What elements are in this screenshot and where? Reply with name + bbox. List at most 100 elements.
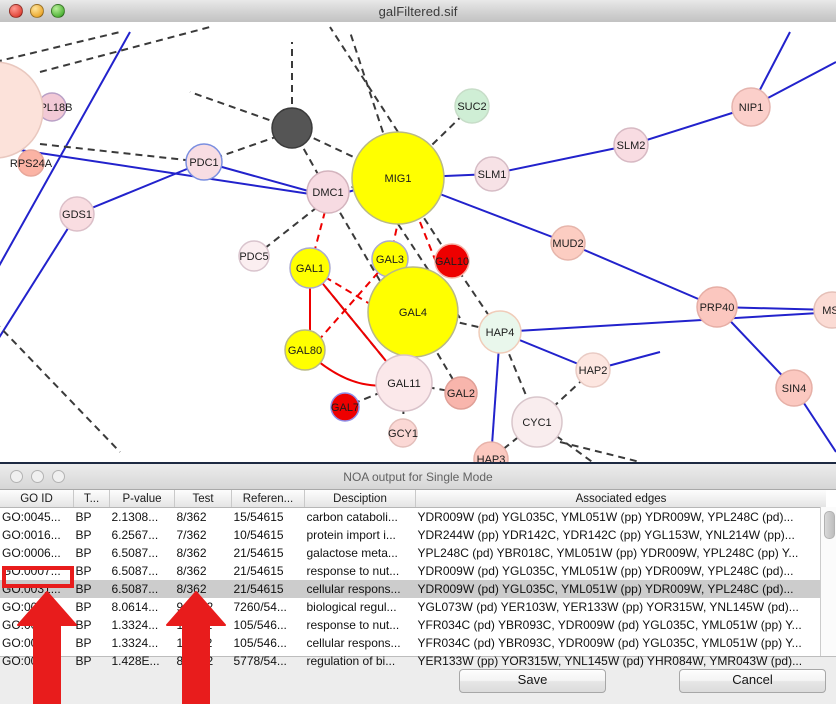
cell-test[interactable]: 94/362 [176,600,214,614]
cell-p-value[interactable]: 2.1308... [111,510,159,524]
node-circle[interactable] [696,286,738,328]
cell-description[interactable]: galactose meta... [306,546,398,560]
network-node-hap4[interactable]: HAP4 [478,310,522,354]
cell-description[interactable]: response to nut... [306,564,400,578]
cell-go-id[interactable]: GO:0007... [2,564,61,578]
node-circle[interactable] [434,243,470,279]
cell-go-id[interactable]: GO:0031... [0,580,74,598]
cell-go-id[interactable]: GO:0031... [2,618,61,632]
save-button[interactable]: Save [459,669,606,693]
cell-description[interactable]: carbon cataboli... [306,510,398,524]
cell-description[interactable]: regulation of bi... [306,654,396,668]
cell-description[interactable]: protein import i... [306,528,396,542]
cell-reference[interactable]: 21/54615 [231,580,305,598]
table-scrollbar-thumb[interactable] [824,511,835,539]
network-node-gcy1[interactable]: GCY1 [388,418,418,448]
cell-associated-edges[interactable]: YFR034C (pd) YBR093C, YDR009W (pd) YGL03… [417,618,802,632]
node-circle[interactable] [17,149,45,177]
cell-type[interactable]: BP [75,528,92,542]
table-row[interactable]: GO:0065... BP 8.0614... 94/362 7260/54... bio… [0,598,826,616]
results-table[interactable]: GO ID T... P-value Test Referen... Desci… [0,490,826,670]
table-row[interactable]: GO:0031... BP 1.3324... 11/362 105/546... res… [0,616,826,634]
cell-type[interactable]: BP [75,546,92,560]
cell-test[interactable]: 80/362 [176,654,214,668]
cell-type[interactable]: BP [75,510,92,524]
node-circle[interactable] [388,418,418,448]
cell-go-id[interactable]: GO:0065... [2,600,61,614]
cell-reference[interactable]: 105/546... [233,618,287,632]
network-node-prp40[interactable]: PRP40 [696,286,738,328]
table-row[interactable]: GO:0031... BP 1.3324... 11/362 105/546... cel… [0,634,826,652]
node-circle[interactable] [478,310,522,354]
cell-test[interactable]: 8/362 [176,510,207,524]
node-circle[interactable] [813,291,836,329]
cell-go-id[interactable]: GO:0006... [2,546,61,560]
cell-description[interactable]: cellular respons... [306,636,401,650]
cell-associated-edges[interactable]: YDR009W (pd) YGL035C, YML051W (pp) YDR00… [415,580,826,598]
network-node-msn[interactable]: MSI [813,291,836,329]
network-node-slm2[interactable]: SLM2 [613,127,649,163]
table-row[interactable]: GO:0016... BP 6.2567... 7/362 10/54615 protei… [0,526,826,544]
cell-test[interactable]: 8/362 [176,546,207,560]
node-circle[interactable] [271,107,313,149]
cell-description[interactable]: cellular respons... [304,580,416,598]
cell-associated-edges[interactable]: YDR009W (pd) YGL035C, YML051W (pp) YDR00… [417,564,794,578]
node-circle[interactable] [306,170,350,214]
network-node-mud2[interactable]: MUD2 [550,225,586,261]
network-node-pdc1[interactable]: PDC1 [185,143,223,181]
network-node-dmc1[interactable]: DMC1 [306,170,350,214]
node-circle[interactable] [351,131,445,225]
network-node-gal10[interactable]: GAL10 [434,243,470,279]
cell-reference[interactable]: 105/546... [233,636,287,650]
node-circle[interactable] [238,240,270,272]
network-node-slm1[interactable]: SLM1 [474,156,510,192]
column-header-description[interactable]: Desciption [304,490,416,508]
cell-description[interactable]: response to nut... [306,618,400,632]
node-circle[interactable] [473,441,509,462]
cell-go-id[interactable]: GO:0050... [2,654,61,668]
cell-reference[interactable]: 21/54615 [233,564,284,578]
column-header-go-id[interactable]: GO ID [0,490,74,508]
cell-description[interactable]: biological regul... [306,600,397,614]
cell-test[interactable]: 11/362 [176,636,213,650]
cell-p-value[interactable]: 8.0614... [111,600,159,614]
table-row[interactable]: GO:0007... BP 6.5087... 8/362 21/54615 respon… [0,562,826,580]
cell-type[interactable]: BP [75,636,92,650]
node-circle[interactable] [454,88,490,124]
cell-reference[interactable]: 5778/54... [233,654,287,668]
cell-reference[interactable]: 15/54615 [233,510,284,524]
node-circle[interactable] [613,127,649,163]
cell-type[interactable]: BP [73,580,110,598]
node-circle[interactable] [0,61,44,159]
node-circle[interactable] [444,376,478,410]
network-node-mig1[interactable]: MIG1 [351,131,445,225]
cell-associated-edges[interactable]: YPL248C (pd) YBR018C, YML051W (pp) YDR00… [417,546,799,560]
cell-type[interactable]: BP [75,564,92,578]
network-node-gal2[interactable]: GAL2 [444,376,478,410]
node-circle[interactable] [731,87,771,127]
table-row[interactable]: GO:0006... BP 6.5087... 8/362 21/54615 galact… [0,544,826,562]
cell-test[interactable]: 7/362 [176,528,207,542]
minimize-button[interactable] [30,4,44,18]
network-node-gal1[interactable]: GAL1 [289,247,331,289]
column-header-associated-edges[interactable]: Associated edges [415,490,826,508]
cell-test[interactable]: 8/362 [174,580,232,598]
table-row[interactable]: GO:0045... BP 2.1308... 8/362 15/54615 carbon… [0,508,826,527]
node-circle[interactable] [775,369,813,407]
node-circle[interactable] [375,354,433,412]
network-node-cyc1[interactable]: CYC1 [511,396,563,448]
network-node-gal4[interactable]: GAL4 [367,266,459,358]
network-node-gds1[interactable]: GDS1 [59,196,95,232]
cell-reference[interactable]: 21/54615 [233,546,284,560]
node-circle[interactable] [474,156,510,192]
cancel-button[interactable]: Cancel [679,669,826,693]
cell-type[interactable]: BP [75,654,92,668]
node-circle[interactable] [575,352,611,388]
cell-associated-edges[interactable]: YDR009W (pd) YGL035C, YML051W (pp) YDR00… [417,510,794,524]
node-circle[interactable] [330,392,360,422]
close-button[interactable] [9,4,23,18]
network-node-gal80[interactable]: GAL80 [284,329,326,371]
cell-p-value[interactable]: 6.2567... [111,528,159,542]
cell-type[interactable]: BP [75,600,92,614]
node-circle[interactable] [185,143,223,181]
